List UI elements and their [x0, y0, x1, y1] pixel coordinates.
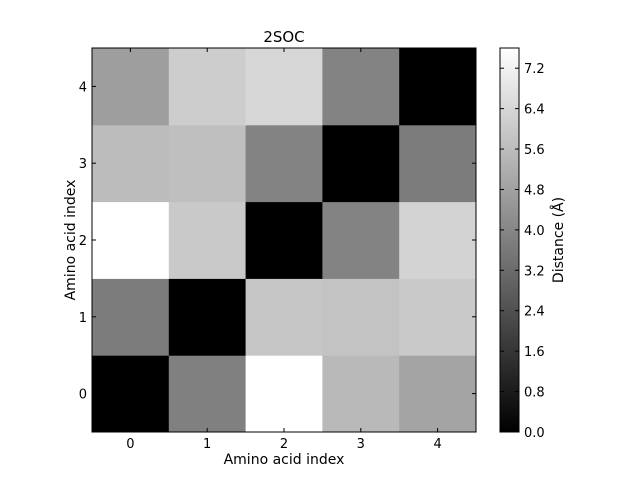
colorbar-tick-label: 0.0: [524, 426, 545, 441]
colorbar-label: Distance (Å): [550, 197, 567, 283]
heatmap-cell: [322, 48, 400, 126]
chart-title: 2SOC: [263, 28, 304, 46]
colorbar-tick-label: 5.6: [524, 143, 545, 158]
heatmap-cell: [92, 201, 170, 279]
x-tick-label: 2: [280, 437, 288, 452]
heatmap-cell: [168, 48, 247, 126]
heatmap-cell: [92, 278, 170, 356]
heatmap-cell: [245, 201, 323, 279]
x-axis-ticks: 0 1 2 3 4: [126, 48, 442, 452]
heatmap-cell: [92, 355, 170, 433]
heatmap-cell: [322, 355, 400, 433]
heatmap-cell: [245, 355, 323, 433]
heatmap-cell: [245, 124, 323, 203]
heatmap-cell: [399, 355, 477, 433]
colorbar-tick-label: 4.0: [524, 224, 545, 239]
heatmap-cell: [322, 201, 400, 279]
x-tick-label: 0: [126, 437, 134, 452]
y-axis-ticks: 0 1 2 3 4: [79, 80, 476, 403]
colorbar-ticks: 0.0 0.8 1.6 2.4 3.2 4.0 4.8 5.6 6.4 7.2: [500, 62, 545, 441]
colorbar-tick-label: 7.2: [524, 62, 545, 77]
heatmap-cell: [399, 124, 477, 203]
y-tick-label: 1: [79, 311, 87, 326]
heatmap-cell: [245, 278, 323, 356]
heatmap-cell: [168, 124, 247, 203]
heatmap-cell: [168, 201, 247, 279]
heatmap-cell: [322, 124, 400, 203]
heatmap-cell: [92, 48, 170, 126]
y-tick-label: 4: [79, 80, 87, 95]
y-tick-label: 0: [79, 388, 87, 403]
x-tick-label: 3: [357, 437, 365, 452]
heatmap-cell: [399, 201, 477, 279]
colorbar-tick-label: 6.4: [524, 103, 545, 118]
y-tick-label: 3: [79, 157, 87, 172]
y-axis-label: Amino acid index: [63, 180, 79, 301]
colorbar: [499, 47, 520, 433]
x-tick-label: 1: [203, 437, 211, 452]
heatmap-cell: [399, 278, 477, 356]
heatmap-cell: [399, 48, 477, 126]
colorbar-tick-label: 2.4: [524, 305, 545, 320]
colorbar-tick-label: 4.8: [524, 183, 545, 198]
x-axis-label: Amino acid index: [224, 452, 345, 468]
colorbar-tick-label: 1.6: [524, 345, 545, 360]
heatmap-cell: [168, 278, 247, 356]
y-tick-label: 2: [79, 234, 87, 249]
x-tick-label: 4: [433, 437, 441, 452]
heatmap-cells: [92, 48, 477, 433]
heatmap-cell: [92, 124, 170, 203]
colorbar-tick-label: 0.8: [524, 386, 545, 401]
heatmap-cell: [168, 355, 247, 433]
colorbar-tick-label: 3.2: [524, 264, 545, 279]
heatmap-cell: [245, 48, 323, 126]
heatmap-cell: [322, 278, 400, 356]
